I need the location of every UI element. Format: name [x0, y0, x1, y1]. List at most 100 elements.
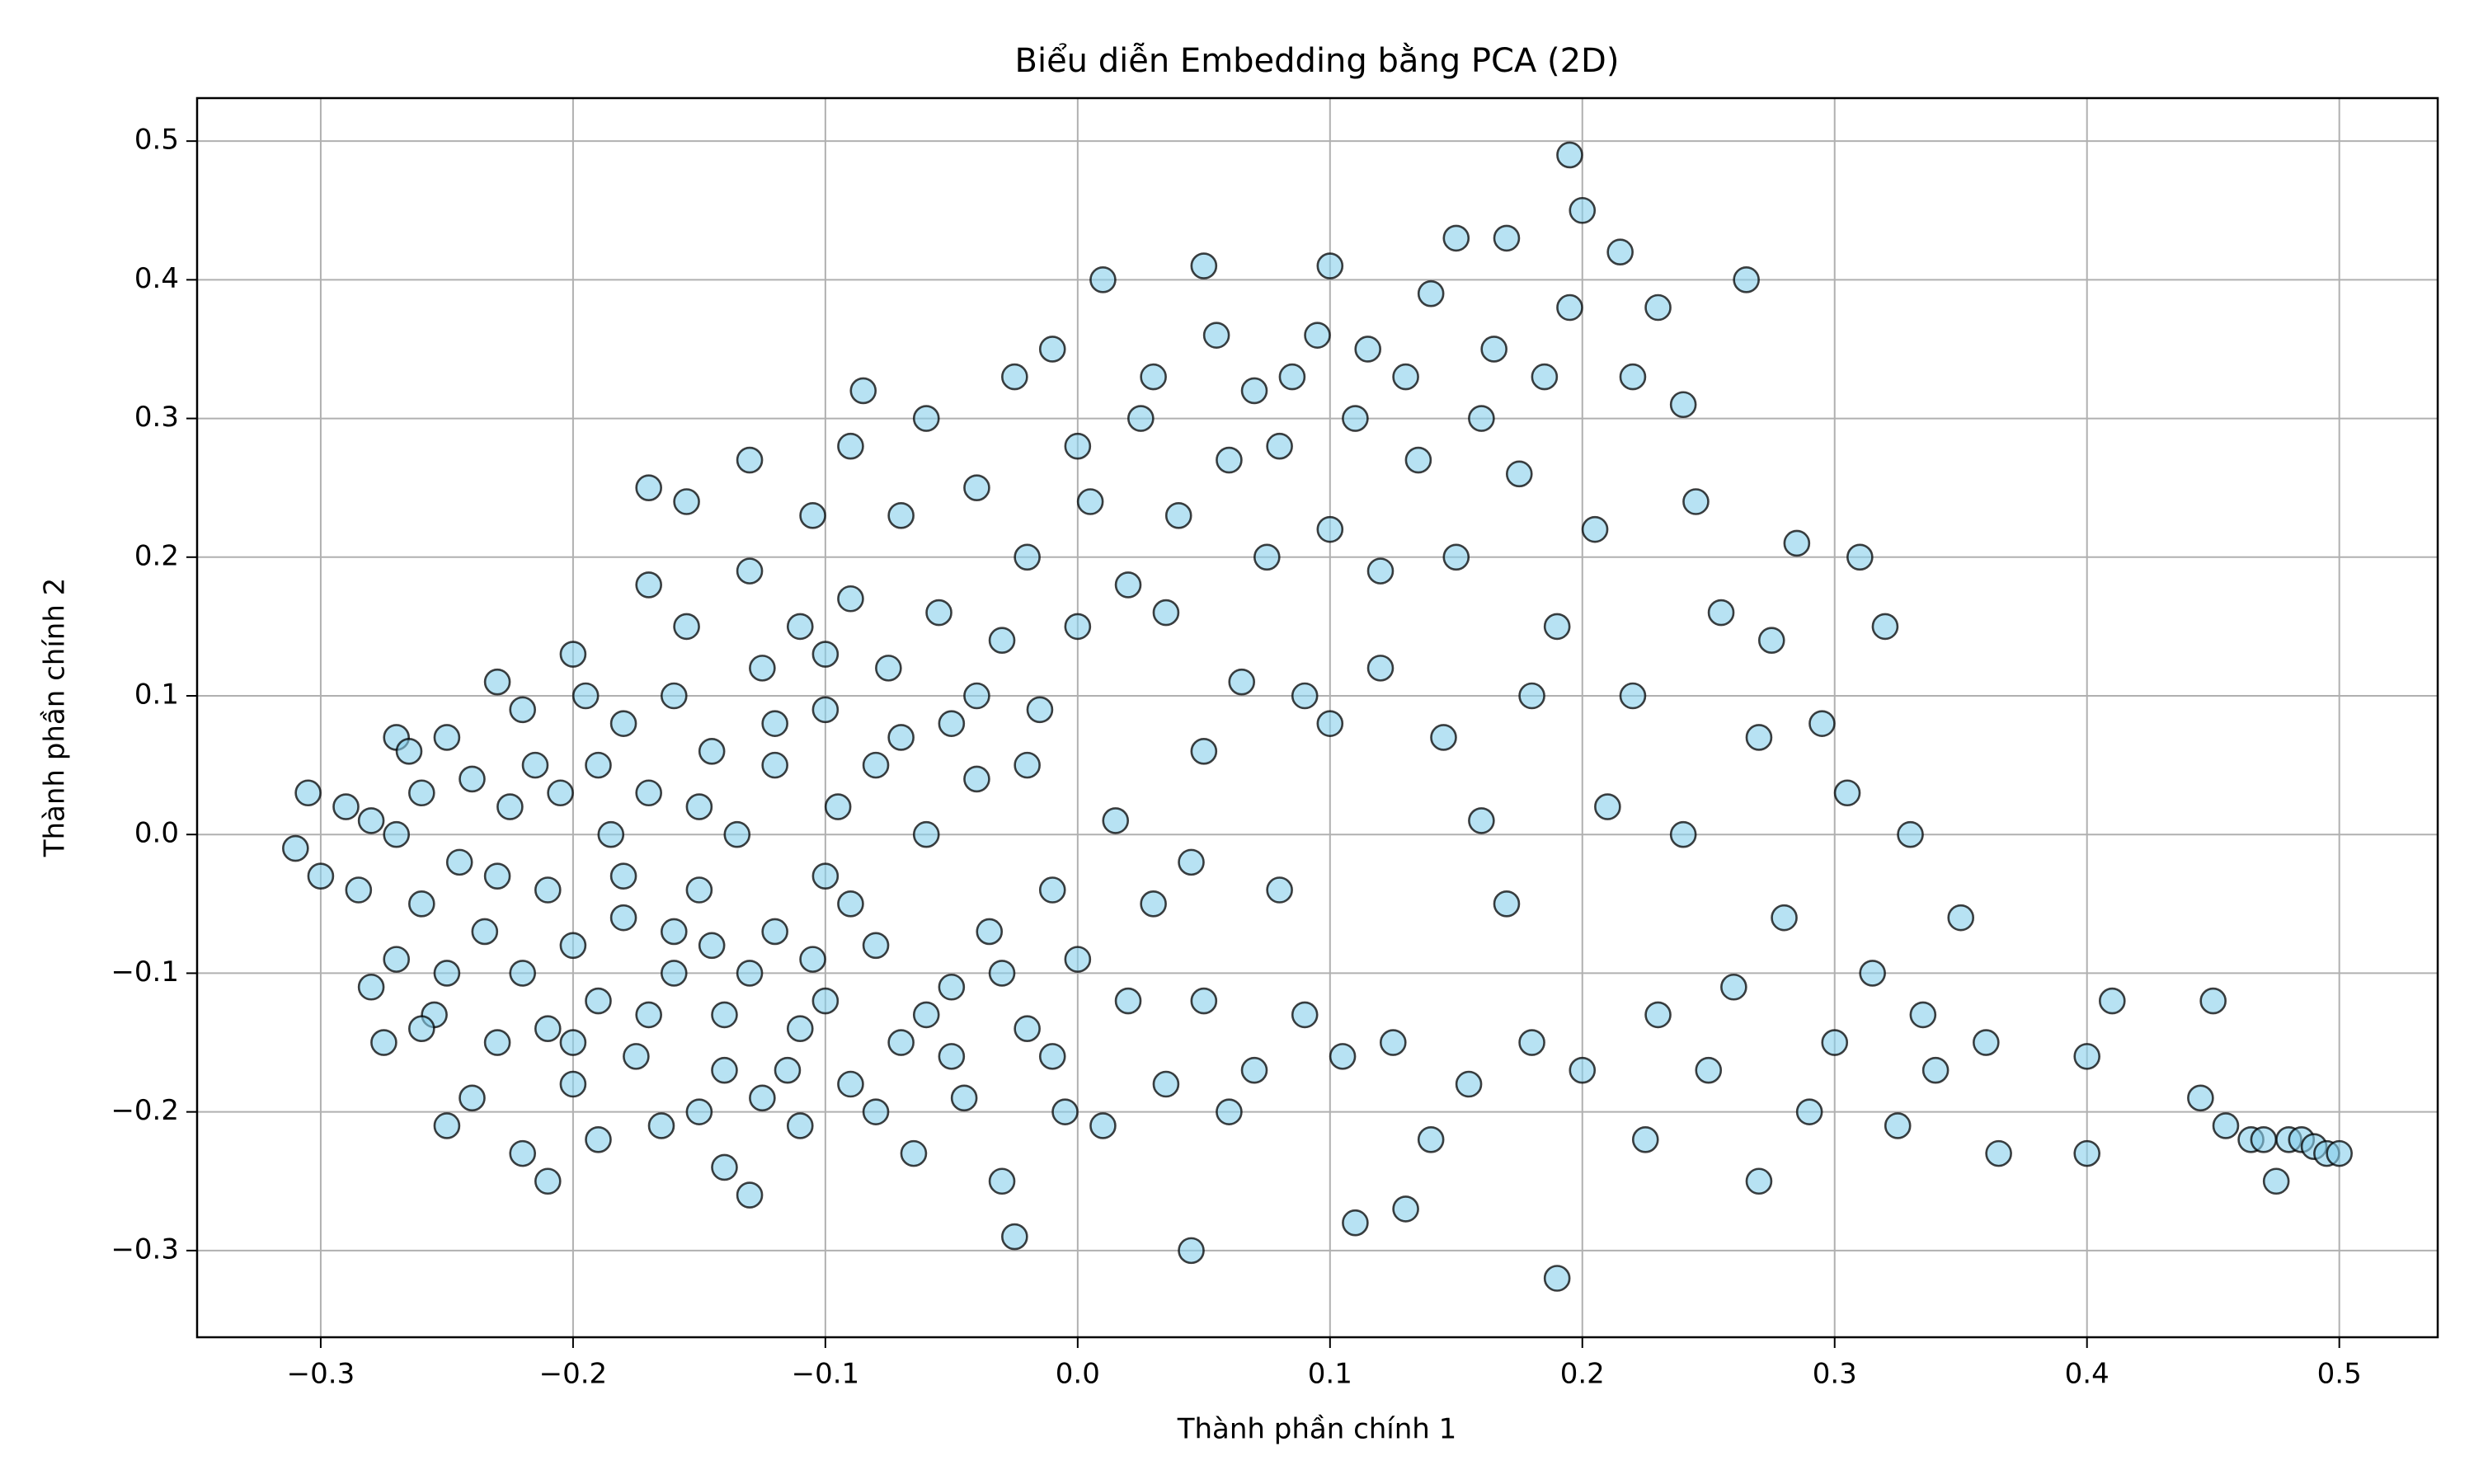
scatter-point [1518, 682, 1545, 710]
scatter-point [1001, 363, 1028, 391]
scatter-point [1833, 779, 1861, 807]
x-tick-label: 0.0 [1056, 1358, 1100, 1391]
scatter-point [711, 1001, 738, 1029]
scatter-point [2099, 987, 2126, 1015]
scatter-point [1455, 1070, 1483, 1098]
scatter-point [1846, 543, 1874, 571]
scatter-point [1531, 363, 1559, 391]
scatter-point [647, 1112, 675, 1139]
scatter-point [786, 613, 814, 641]
scatter-point [1644, 1001, 1672, 1029]
scatter-point [1543, 613, 1571, 641]
y-tick-label: −0.2 [111, 1094, 179, 1127]
scatter-point [976, 918, 1004, 946]
scatter-point [1240, 1056, 1268, 1084]
scatter-point [294, 779, 322, 807]
scatter-point [1216, 446, 1243, 474]
scatter-point [988, 1167, 1016, 1195]
scatter-point [1973, 1029, 2000, 1056]
scatter-point [433, 724, 461, 751]
scatter-point [1821, 1029, 1849, 1056]
y-tick-label: 0.1 [134, 679, 179, 711]
scatter-point [1291, 682, 1319, 710]
scatter-point [1064, 432, 1092, 460]
y-tick-label: −0.1 [111, 956, 179, 989]
scatter-point [370, 1029, 397, 1056]
scatter-point [1316, 252, 1344, 279]
scatter-point [2187, 1084, 2214, 1112]
x-tick-label: −0.1 [792, 1358, 860, 1391]
scatter-point [2073, 1043, 2101, 1070]
scatter-point [685, 876, 713, 904]
scatter-point [496, 793, 524, 820]
chart-title: Biểu diễn Embedding bằng PCA (2D) [1015, 42, 1620, 80]
scatter-point [459, 1084, 486, 1112]
scatter-point [1089, 1112, 1117, 1139]
scatter-point [1733, 266, 1760, 294]
scatter-point [585, 1125, 612, 1153]
scatter-point [900, 1139, 928, 1167]
scatter-point [1682, 488, 1710, 515]
scatter-point [673, 488, 700, 515]
y-tick-label: 0.0 [134, 817, 179, 850]
scatter-point [1720, 973, 1747, 1001]
scatter-point [433, 960, 461, 987]
scatter-point [1468, 807, 1495, 834]
scatter-point [1921, 1056, 1950, 1084]
scatter-point [2262, 1167, 2290, 1195]
scatter-point [1493, 224, 1521, 252]
scatter-point [1026, 696, 1054, 724]
scatter-point [811, 862, 840, 890]
scatter-point [799, 946, 826, 973]
scatter-point [988, 627, 1016, 655]
scatter-point [837, 585, 864, 613]
scatter-point [459, 765, 486, 793]
scatter-point [1064, 613, 1092, 641]
scatter-point [1417, 279, 1445, 308]
scatter-point [1216, 1098, 1243, 1125]
scatter-point [1316, 515, 1344, 543]
scatter-point [1644, 294, 1672, 322]
scatter-point [950, 1084, 978, 1112]
scatter-point [774, 1056, 802, 1084]
scatter-point [912, 820, 940, 848]
scatter-point [483, 1029, 511, 1056]
scatter-point [660, 918, 688, 946]
scatter-point [1001, 1223, 1028, 1251]
scatter-point [1392, 363, 1419, 391]
scatter-point [1366, 557, 1395, 585]
scatter-point [660, 682, 688, 710]
scatter-point [445, 848, 473, 876]
scatter-point [1569, 1056, 1597, 1084]
scatter-point [837, 1070, 864, 1098]
scatter-point [534, 1015, 562, 1043]
scatter-point [887, 502, 915, 529]
scatter-point [1164, 502, 1192, 529]
scatter-point [1051, 1098, 1079, 1125]
scatter-point [585, 987, 612, 1015]
scatter-point [1556, 141, 1583, 169]
scatter-point [1859, 960, 1886, 987]
scatter-point [862, 1098, 890, 1125]
scatter-point [395, 737, 423, 765]
scatter-point [1014, 543, 1041, 571]
scatter-point [2326, 1139, 2353, 1167]
scatter-point [660, 960, 688, 987]
scatter-point [1178, 1237, 1205, 1265]
x-tick-label: 0.2 [1560, 1358, 1605, 1391]
scatter-point [1606, 238, 1634, 266]
scatter-point [1795, 1098, 1823, 1125]
scatter-point [571, 682, 600, 710]
scatter-point [1304, 322, 1331, 349]
scatter-point [685, 793, 713, 820]
scatter-point [1178, 848, 1205, 876]
scatter-point [723, 820, 751, 848]
scatter-point [559, 641, 587, 668]
scatter-point [559, 1029, 587, 1056]
scatter-point [925, 599, 952, 627]
scatter-point [1404, 446, 1432, 474]
scatter-point [597, 820, 625, 848]
scatter-point [1468, 405, 1495, 432]
scatter-point [1442, 224, 1470, 252]
